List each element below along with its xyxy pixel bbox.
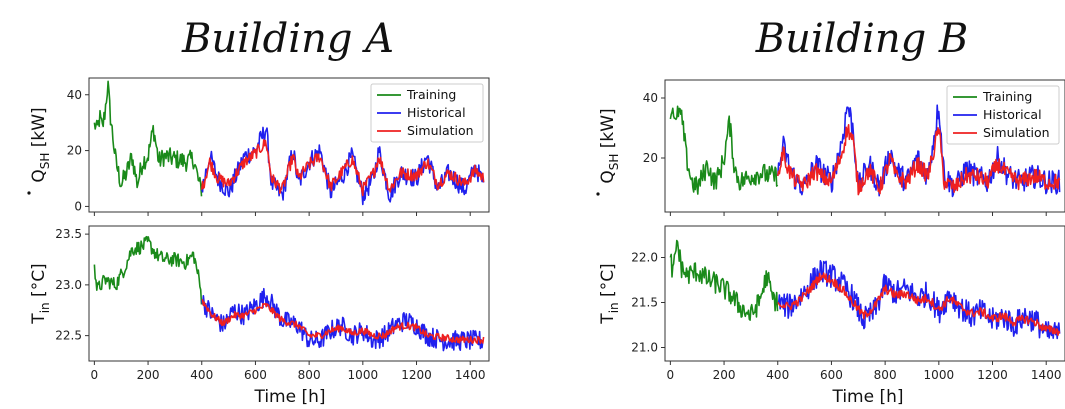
chart-title: Building A <box>181 16 394 62</box>
series-group <box>669 239 1061 340</box>
y-tick-label: 21.0 <box>631 341 658 355</box>
y-tick-label: 22.0 <box>631 251 658 265</box>
y-tick-label: 20 <box>67 144 82 158</box>
x-tick-label: 600 <box>820 368 843 382</box>
axes-frame <box>88 77 490 213</box>
series-group <box>669 104 1061 198</box>
x-tick-label: 800 <box>298 368 321 382</box>
series-line-training <box>93 80 203 197</box>
x-axis-label: Time [h] <box>253 387 325 407</box>
x-tick-label: 0 <box>91 368 99 382</box>
x-tick-label: 1400 <box>1031 368 1062 382</box>
y-tick-label: 40 <box>643 91 658 105</box>
x-tick-label: 400 <box>766 368 789 382</box>
series-group <box>93 235 485 352</box>
legend-label: Training <box>406 87 456 102</box>
q-dot-icon <box>27 191 31 195</box>
y-tick-label: 21.5 <box>631 296 658 310</box>
x-tick-label: 600 <box>244 368 267 382</box>
x-tick-label: 1000 <box>924 368 955 382</box>
series-line-simulation <box>777 272 1061 336</box>
x-tick-label: 1200 <box>977 368 1008 382</box>
panel-0: 20 40 QSH [kW] Training Historical Simulation <box>596 79 1065 216</box>
x-tick-label: 1000 <box>348 368 379 382</box>
q-dot-icon <box>596 192 600 196</box>
legend: Training Historical Simulation <box>370 83 484 143</box>
panel-1: 21.0 21.5 22.0 0 200 400 600 800 1000 1200 1400 Tin… <box>598 225 1065 382</box>
y-tick-label: 0 <box>74 199 82 213</box>
axes-frame <box>88 225 490 362</box>
y-axis-label: QSH [kW] <box>598 108 621 183</box>
series-line-simulation <box>201 139 485 197</box>
series-line-training <box>93 235 203 305</box>
y-tick-label: 22.5 <box>55 329 82 343</box>
x-tick-label: 800 <box>874 368 897 382</box>
series-line-simulation <box>777 124 1061 196</box>
chart-0: Building A 0 20 40 QSH [kW] Training Historica… <box>27 16 490 407</box>
legend-label: Simulation <box>983 125 1050 140</box>
x-tick-label: 400 <box>190 368 213 382</box>
legend-label: Historical <box>407 105 466 120</box>
series-group <box>93 80 485 206</box>
chart-title: Building B <box>755 16 969 62</box>
chart-1: Building B 20 40 QSH [kW] Training Historical… <box>596 16 1065 407</box>
series-line-training <box>669 105 779 195</box>
y-tick-label: 23.5 <box>55 227 82 241</box>
panel-1: 22.5 23.0 23.5 0 200 400 600 800 1000 1200 1400 Tin… <box>29 225 490 382</box>
panel-0: 0 20 40 QSH [kW] Training Historical Simulatio… <box>27 77 490 216</box>
y-axis-label: Tin [°C] <box>598 263 621 324</box>
y-axis-label: Tin [°C] <box>29 263 52 324</box>
legend-box <box>370 83 484 143</box>
y-tick-label: 20 <box>643 151 658 165</box>
x-tick-label: 1400 <box>455 368 486 382</box>
legend-label: Simulation <box>407 123 474 138</box>
x-tick-label: 200 <box>137 368 160 382</box>
legend-label: Training <box>982 89 1032 104</box>
axes-frame <box>664 225 1065 362</box>
legend-box <box>946 85 1060 145</box>
series-line-training <box>669 239 779 321</box>
axes-frame <box>664 79 1065 213</box>
y-tick-label: 23.0 <box>55 278 82 292</box>
y-tick-label: 40 <box>67 88 82 102</box>
x-tick-label: 200 <box>713 368 736 382</box>
x-tick-label: 0 <box>667 368 675 382</box>
x-tick-label: 1200 <box>401 368 432 382</box>
x-axis-label: Time [h] <box>831 387 903 407</box>
series-line-simulation <box>201 299 485 344</box>
legend-label: Historical <box>983 107 1042 122</box>
legend: Training Historical Simulation <box>946 85 1060 145</box>
y-axis-label: QSH [kW] <box>29 107 52 182</box>
